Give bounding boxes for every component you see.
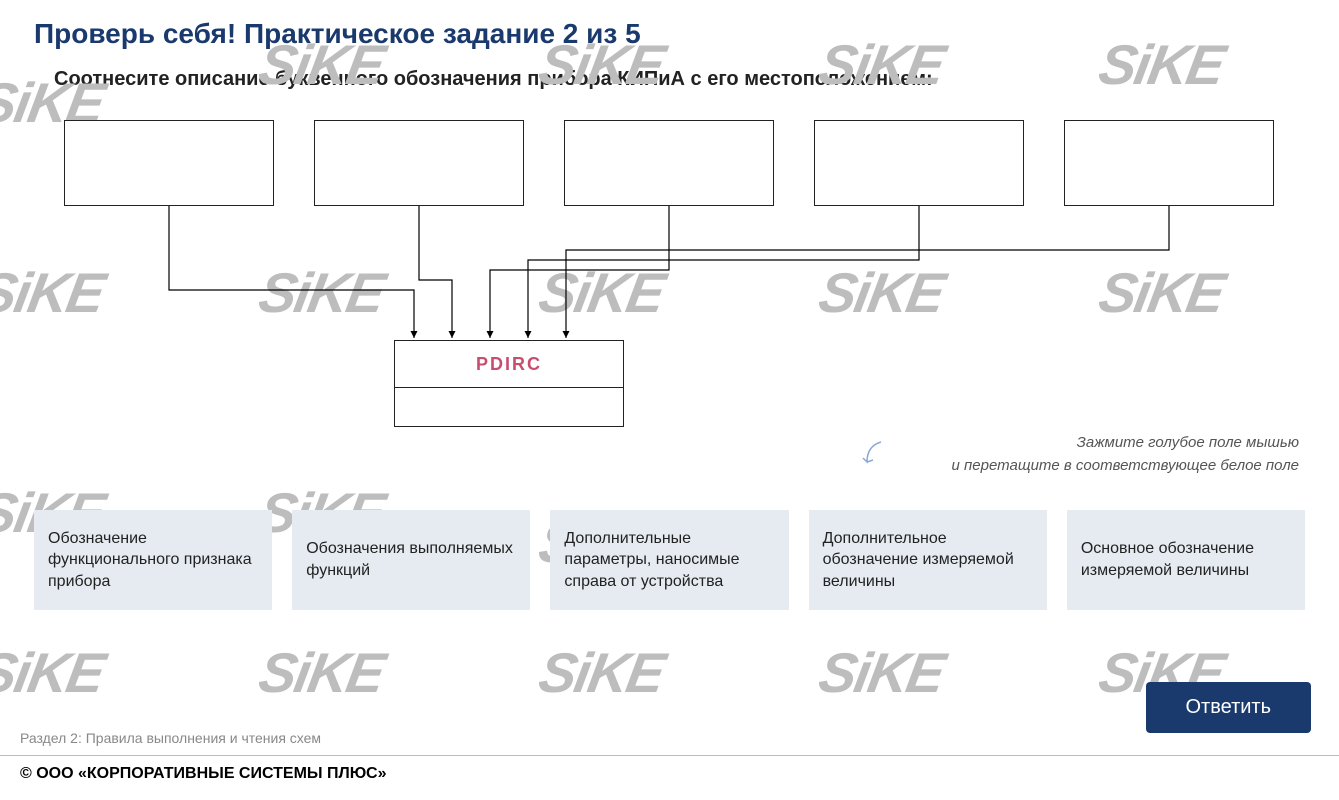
answer-card-3[interactable]: Дополнительные параметры, наносимые спра… bbox=[550, 510, 788, 610]
dropzone-5[interactable] bbox=[1064, 120, 1274, 206]
drag-hint-icon bbox=[859, 436, 889, 472]
device-sub-box bbox=[394, 387, 624, 427]
question-text: Соотнесите описание буквенного обозначен… bbox=[0, 50, 1339, 91]
watermark: SiKE bbox=[814, 640, 948, 705]
page-title: Проверь себя! Практическое задание 2 из … bbox=[0, 0, 1339, 50]
dropzone-2[interactable] bbox=[314, 120, 524, 206]
hint-line-1: Зажмите голубое поле мышью bbox=[1077, 434, 1299, 451]
hint-line-2: и перетащите в соответствующее белое пол… bbox=[952, 457, 1299, 474]
watermark: SiKE bbox=[534, 640, 668, 705]
diagram-area: PDIRC bbox=[34, 120, 1305, 460]
answers-row: Обозначение функционального признака при… bbox=[34, 510, 1305, 610]
divider bbox=[0, 755, 1339, 756]
dropzone-3[interactable] bbox=[564, 120, 774, 206]
watermark: SiKE bbox=[254, 640, 388, 705]
answer-card-4[interactable]: Дополнительное обозначение измеряемой ве… bbox=[809, 510, 1047, 610]
section-label: Раздел 2: Правила выполнения и чтения сх… bbox=[20, 730, 321, 746]
device-code-box: PDIRC bbox=[394, 340, 624, 388]
dropzone-4[interactable] bbox=[814, 120, 1024, 206]
dropzone-1[interactable] bbox=[64, 120, 274, 206]
answer-card-1[interactable]: Обозначение функционального признака при… bbox=[34, 510, 272, 610]
answer-card-2[interactable]: Обозначения выполняемых функций bbox=[292, 510, 530, 610]
submit-button[interactable]: Ответить bbox=[1146, 682, 1312, 733]
copyright-text: © ООО «КОРПОРАТИВНЫЕ СИСТЕМЫ ПЛЮС» bbox=[20, 765, 387, 783]
device-code-label: PDIRC bbox=[476, 354, 542, 375]
answer-card-5[interactable]: Основное обозначение измеряемой величины bbox=[1067, 510, 1305, 610]
hint-text: Зажмите голубое поле мышью и перетащите … bbox=[879, 432, 1299, 477]
watermark: SiKE bbox=[0, 640, 108, 705]
